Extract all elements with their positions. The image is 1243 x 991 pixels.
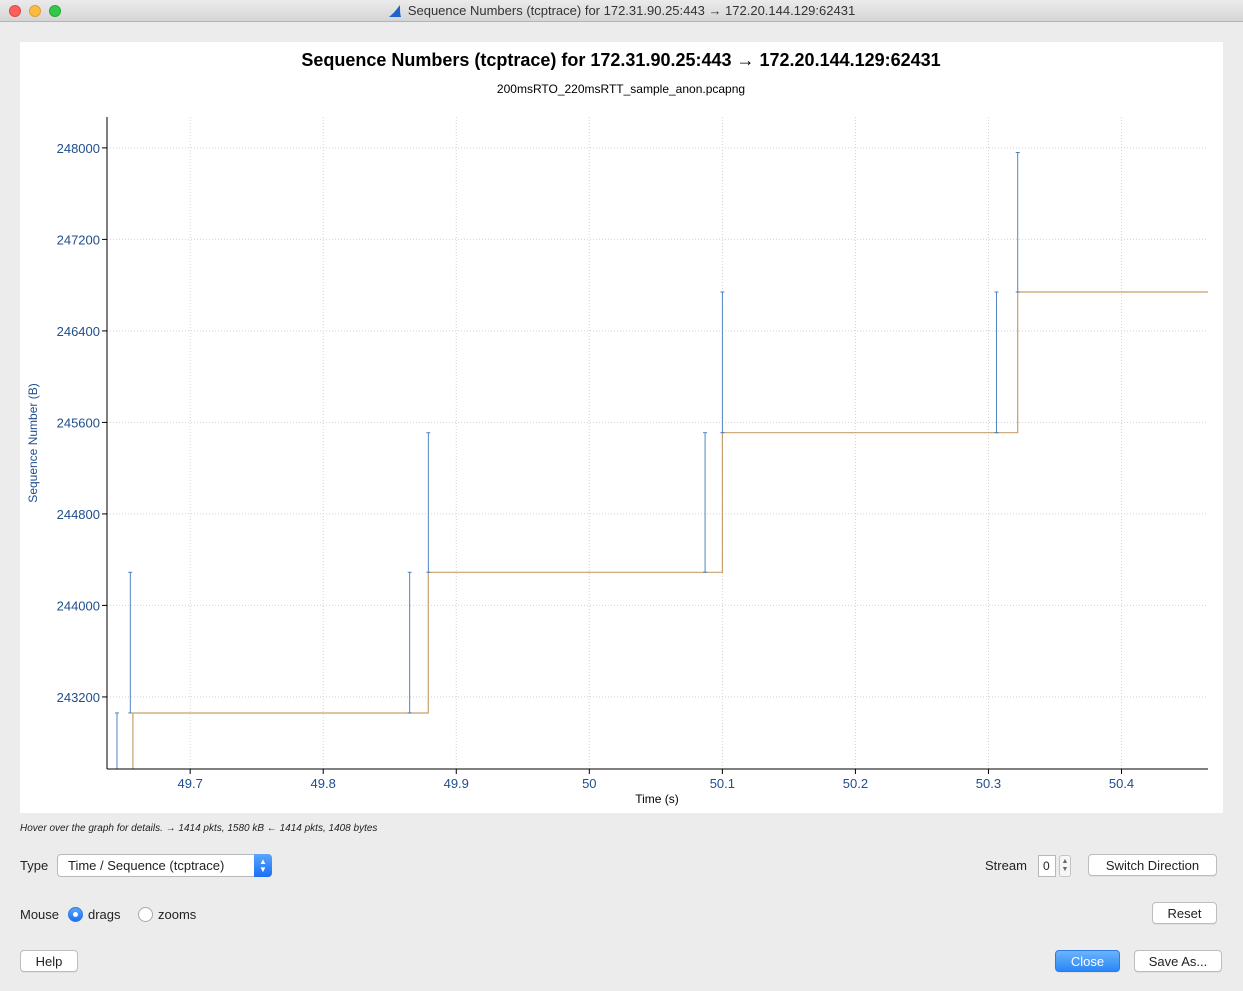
sequence-chart[interactable]: Sequence Numbers (tcptrace) for 172.31.9… [20,42,1223,813]
plot-panel[interactable]: Sequence Numbers (tcptrace) for 172.31.9… [20,42,1223,813]
chart-grid [107,117,1208,769]
mouse-label: Mouse [20,907,60,922]
window-title: Sequence Numbers (tcptrace) for 172.31.9… [407,3,856,18]
y-tick-label: 248000 [57,141,100,156]
y-axis-ticks: 243200 244000 244800 245600 246400 247200 2480… [57,141,107,705]
save-as-button[interactable]: Save As... [1134,950,1222,972]
stream-number-value: 0 [1043,859,1050,873]
x-tick-label: 49.7 [178,776,203,791]
segment-group [114,152,1020,769]
x-tick-label: 50.1 [710,776,735,791]
close-button[interactable]: Close [1055,950,1120,972]
type-label: Type [20,858,49,873]
y-tick-label: 247200 [57,232,100,247]
switch-direction-button[interactable]: Switch Direction [1088,854,1217,876]
y-tick-label: 244800 [57,507,100,522]
hover-hint: Hover over the graph for details. → 1414… [20,823,378,834]
x-tick-label: 49.9 [444,776,469,791]
y-tick-label: 245600 [57,415,100,430]
graph-type-value: Time / Sequence (tcptrace) [68,858,225,873]
reset-button[interactable]: Reset [1152,902,1217,924]
x-tick-label: 50.4 [1109,776,1134,791]
drags-radio[interactable] [68,907,83,922]
x-tick-label: 50.3 [976,776,1001,791]
window-titlebar: Sequence Numbers (tcptrace) for 172.31.9… [0,0,1243,22]
wireshark-fin-icon [388,4,401,17]
zooms-label[interactable]: zooms [158,907,197,922]
y-tick-label: 243200 [57,690,100,705]
close-window-button[interactable] [9,5,21,17]
zooms-radio[interactable] [138,907,153,922]
ack-line [132,291,1208,769]
x-axis-ticks: 49.7 49.8 49.9 50 50.1 50.2 50.3 50.4 [178,769,1134,791]
y-tick-label: 244000 [57,598,100,613]
minimize-window-button[interactable] [29,5,41,17]
x-axis-label: Time (s) [635,792,679,806]
help-button[interactable]: Help [20,950,78,972]
x-tick-label: 50.2 [843,776,868,791]
x-tick-label: 50 [582,776,596,791]
maximize-window-button[interactable] [49,5,61,17]
drags-label[interactable]: drags [88,907,121,922]
stream-label: Stream [985,858,1027,873]
chart-subtitle: 200msRTO_220msRTT_sample_anon.pcapng [497,82,745,96]
y-axis-label: Sequence Number (B) [26,383,40,502]
graph-type-select[interactable]: Time / Sequence (tcptrace) ▲ ▼ [57,854,272,877]
y-tick-label: 246400 [57,324,100,339]
ack-line-group [132,291,1208,769]
chart-title: Sequence Numbers (tcptrace) for 172.31.9… [301,50,940,70]
window-controls [9,5,61,17]
x-tick-label: 49.8 [311,776,336,791]
stream-number-input[interactable]: 0 [1038,855,1056,877]
select-arrows-icon: ▲ ▼ [254,854,272,877]
stream-stepper-icon[interactable]: ▲ ▼ [1059,855,1071,877]
